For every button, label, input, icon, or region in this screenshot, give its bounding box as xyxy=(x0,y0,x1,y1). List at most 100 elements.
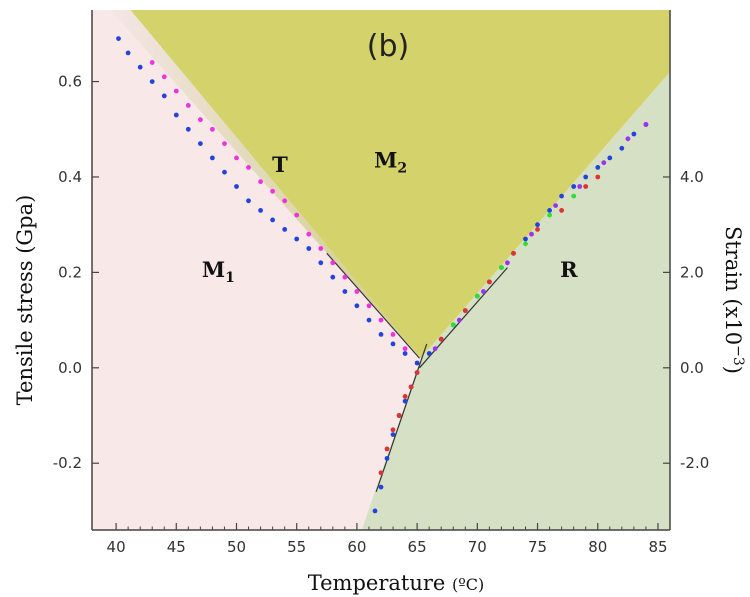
y2-tick-label: 4.0 xyxy=(680,168,704,186)
data-point xyxy=(173,88,179,94)
phase-regions: M1T M2R xyxy=(92,10,670,530)
y-tick-label: 0.4 xyxy=(58,168,82,186)
data-point xyxy=(595,165,601,170)
data-point xyxy=(185,126,191,132)
data-point xyxy=(402,394,408,399)
data-point xyxy=(125,50,131,56)
fit-line-m2-r xyxy=(419,267,508,369)
data-point xyxy=(529,231,534,237)
data-point xyxy=(577,184,583,189)
y2-axis-exponent: −3 xyxy=(730,345,746,366)
data-point xyxy=(402,398,408,404)
data-point xyxy=(505,260,510,266)
data-point xyxy=(222,169,227,175)
data-point xyxy=(306,246,312,251)
data-point xyxy=(378,332,384,337)
y2-tick-label: -2.0 xyxy=(680,454,709,472)
data-point xyxy=(432,346,438,352)
data-point xyxy=(390,332,396,337)
x-tick-label: 85 xyxy=(648,538,667,556)
data-point xyxy=(426,351,432,356)
data-point xyxy=(378,484,384,490)
data-point xyxy=(173,112,179,118)
data-point xyxy=(474,293,480,299)
data-point xyxy=(408,384,414,390)
data-point xyxy=(523,236,528,242)
data-point xyxy=(258,179,263,185)
y2-axis-close: ) xyxy=(721,366,745,374)
data-point xyxy=(547,208,552,213)
y-axis-title: Tensile stress (Gpa) xyxy=(13,195,37,406)
data-point xyxy=(390,432,396,437)
x-tick-label: 80 xyxy=(588,538,607,556)
x-tick-label: 60 xyxy=(347,538,366,556)
region-m2 xyxy=(130,10,670,359)
region-label-m1-subscript: 1 xyxy=(225,270,235,286)
data-point xyxy=(456,317,462,323)
data-point xyxy=(294,212,300,218)
x-tick-label: 50 xyxy=(227,538,246,556)
y2-tick-label: 2.0 xyxy=(680,263,704,281)
x-axis-title-text: Temperature xyxy=(308,571,446,595)
data-point xyxy=(523,241,528,247)
x-tick-label: 55 xyxy=(287,538,306,556)
data-point xyxy=(396,413,402,418)
data-point xyxy=(499,265,504,270)
fit-lines xyxy=(326,252,508,493)
data-point xyxy=(553,203,558,209)
data-point xyxy=(294,236,300,242)
data-point xyxy=(595,174,601,180)
data-point xyxy=(234,155,239,161)
data-point xyxy=(354,303,360,309)
data-point xyxy=(342,274,348,280)
y-tick-label: 0.0 xyxy=(58,359,82,377)
data-point xyxy=(607,155,613,161)
data-point xyxy=(372,508,378,514)
data-point xyxy=(210,155,215,161)
data-point xyxy=(161,93,167,99)
data-point xyxy=(583,174,589,180)
data-point xyxy=(246,198,251,204)
data-point xyxy=(306,231,312,237)
data-point xyxy=(535,222,540,228)
axes: 40 45 50 55 60 65 70 75 80 85 -0.2 0.0 0.2 0.4 0.6 -2.0… xyxy=(53,10,709,556)
data-point xyxy=(384,446,390,452)
x-tick-label: 70 xyxy=(468,538,487,556)
data-point xyxy=(282,198,288,204)
data-point xyxy=(643,122,649,127)
data-point xyxy=(318,260,324,266)
data-point xyxy=(185,103,191,108)
data-point xyxy=(149,60,155,65)
y2-tick-label: 0.0 xyxy=(680,359,704,377)
data-point xyxy=(583,184,589,189)
x-axis-unit: (ºC) xyxy=(452,575,484,594)
data-point xyxy=(619,145,625,151)
data-point xyxy=(246,165,251,170)
data-point xyxy=(414,360,420,366)
data-point xyxy=(330,274,336,280)
y2-axis-title: Strain (x10−3) xyxy=(721,226,746,374)
region-m1 xyxy=(92,10,421,530)
data-point xyxy=(571,184,577,189)
data-point xyxy=(384,456,390,461)
region-label-t: T xyxy=(272,152,288,177)
panel-label: (b) xyxy=(367,29,409,64)
data-point xyxy=(402,351,408,356)
data-point xyxy=(234,184,239,189)
fit-line-m1-t xyxy=(326,252,420,359)
data-point xyxy=(481,289,486,294)
data-point xyxy=(402,346,408,352)
data-point xyxy=(378,317,384,323)
x-axis-title: Temperature (ºC) xyxy=(308,571,485,595)
data-point xyxy=(149,79,155,84)
data-point xyxy=(462,308,468,313)
region-label-m2-subscript: 2 xyxy=(397,160,407,176)
data-point xyxy=(559,208,564,213)
region-r xyxy=(361,72,670,530)
data-point xyxy=(198,117,203,123)
data-point xyxy=(137,64,143,70)
data-point xyxy=(487,279,492,285)
data-point xyxy=(601,160,607,166)
data-point xyxy=(222,141,227,147)
data-point xyxy=(270,188,275,194)
